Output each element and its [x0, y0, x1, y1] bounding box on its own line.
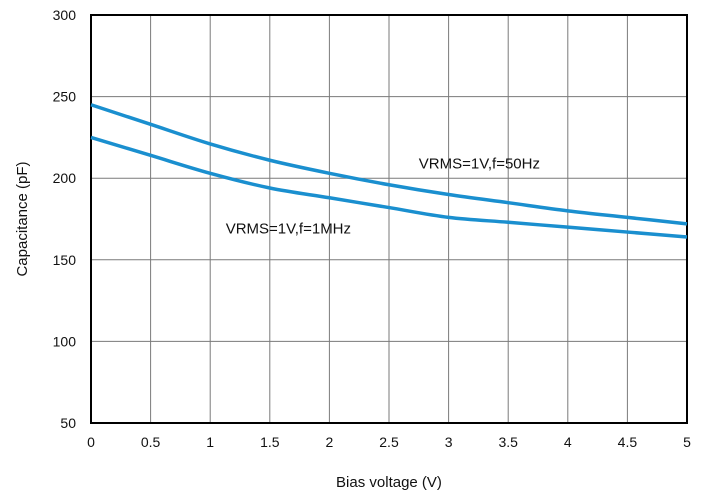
- grid: [91, 15, 687, 423]
- x-tick-label: 3.5: [498, 434, 518, 450]
- x-tick-label: 1: [206, 434, 214, 450]
- series-group: [90, 103, 688, 239]
- x-tick-label: 0: [87, 434, 95, 450]
- series-line-1mhz: [90, 135, 688, 239]
- y-axis-title: Capacitance (pF): [14, 161, 31, 276]
- x-axis-title: Bias voltage (V): [336, 474, 442, 491]
- series-line-50hz: [90, 103, 688, 226]
- y-tick-label: 250: [53, 89, 77, 105]
- x-tick-label: 0.5: [141, 434, 161, 450]
- x-tick-label: 3: [445, 434, 453, 450]
- y-tick-labels: 50 100 150 200 250 300: [53, 7, 77, 431]
- y-tick-label: 100: [53, 333, 77, 349]
- x-tick-label: 4: [564, 434, 572, 450]
- x-tick-label: 4.5: [618, 434, 638, 450]
- x-tick-label: 2: [326, 434, 334, 450]
- plot-area-frame: [90, 14, 688, 424]
- x-tick-label: 5: [683, 434, 691, 450]
- x-tick-label: 2.5: [379, 434, 399, 450]
- y-tick-label: 150: [53, 252, 77, 268]
- y-tick-label: 50: [60, 415, 76, 431]
- annotation-50hz: VRMS=1V,f=50Hz: [419, 155, 540, 172]
- x-tick-labels: 0 0.5 1 1.5 2 2.5 3 3.5 4 4.5 5: [87, 434, 691, 450]
- x-tick-label: 1.5: [260, 434, 280, 450]
- y-tick-label: 300: [53, 7, 77, 23]
- series-annotations: VRMS=1V,f=50Hz VRMS=1V,f=1MHz: [226, 155, 540, 237]
- y-tick-label: 200: [53, 170, 77, 186]
- annotation-1mhz: VRMS=1V,f=1MHz: [226, 221, 351, 238]
